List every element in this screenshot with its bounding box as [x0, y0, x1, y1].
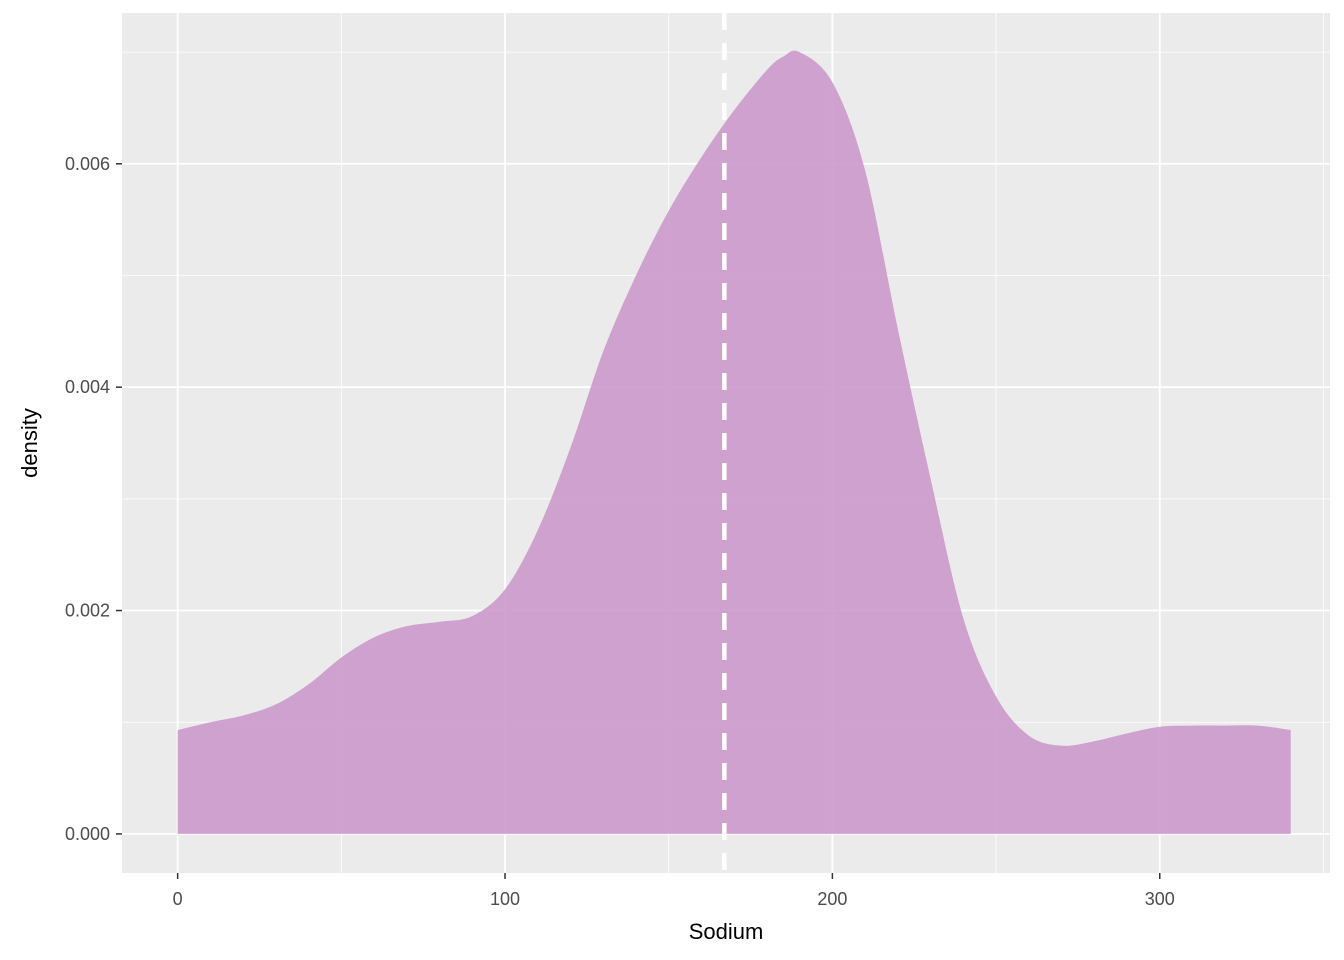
y-tick-label: 0.004	[65, 377, 110, 397]
x-tick-label: 200	[817, 889, 847, 909]
y-tick-label: 0.002	[65, 601, 110, 621]
x-axis-title: Sodium	[689, 919, 764, 944]
y-axis-title: density	[17, 408, 42, 478]
y-axis-ticks: 0.000 0.002 0.004 0.006	[65, 154, 122, 844]
y-tick-label: 0.006	[65, 154, 110, 174]
x-tick-label: 100	[490, 889, 520, 909]
x-tick-label: 0	[173, 889, 183, 909]
x-tick-label: 300	[1145, 889, 1175, 909]
x-axis-ticks: 0 100 200 300	[173, 873, 1175, 909]
density-area	[177, 50, 1291, 834]
y-tick-label: 0.000	[65, 824, 110, 844]
